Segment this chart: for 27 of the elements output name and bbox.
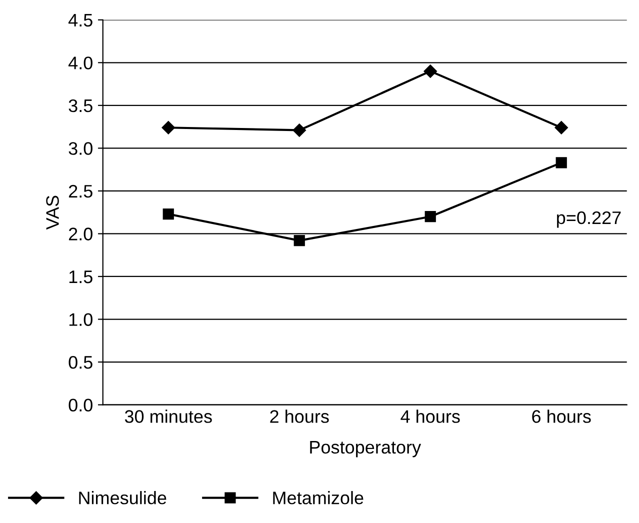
point <box>424 211 436 222</box>
point <box>554 121 568 134</box>
y-tick-label: 0.5 <box>68 356 92 369</box>
y-tick-label: 0.0 <box>68 398 92 412</box>
x-tick-label: 6 hours <box>532 410 591 423</box>
x-tick-label: 2 hours <box>270 410 329 423</box>
annotation: p=0.227 <box>557 211 621 228</box>
point <box>294 235 305 246</box>
y-tick-label: 2.0 <box>68 228 92 240</box>
point <box>162 208 174 220</box>
y-tick-label: 2.5 <box>68 184 92 198</box>
x-axis-title: Postoperatory <box>310 441 422 458</box>
legend-label: Metamizole <box>273 491 364 504</box>
y-axis-title: VAS <box>46 196 59 230</box>
point <box>162 121 175 134</box>
y-tick-label: 1.5 <box>69 270 92 284</box>
y-tick-label: 1.0 <box>69 313 92 326</box>
point <box>292 124 306 137</box>
x-tick-label: 30 minutes <box>124 410 212 423</box>
y-tick-label: 4.0 <box>68 56 92 70</box>
point <box>424 64 437 78</box>
y-tick-label: 4.5 <box>68 14 92 27</box>
y-tick-label: 3.0 <box>68 142 92 155</box>
point <box>556 157 567 168</box>
y-tick-label: 3.5 <box>68 99 92 112</box>
x-tick-label: 4 hours <box>400 410 460 423</box>
legend-label: Nimesulide <box>79 491 166 504</box>
